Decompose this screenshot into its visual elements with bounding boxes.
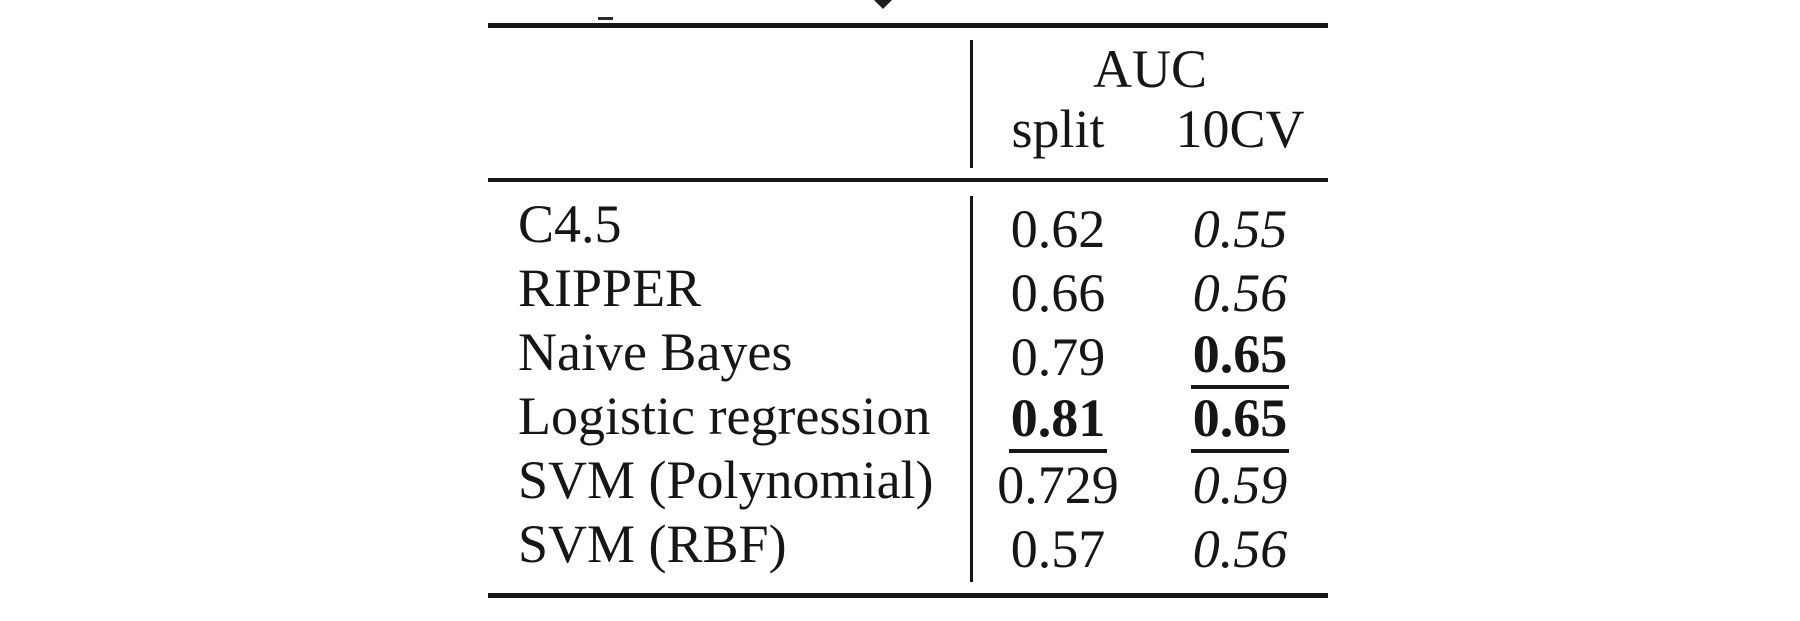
table-row: RIPPER 0.66 0.56 [488, 256, 1328, 322]
column-header-10cv: 10CV [1175, 99, 1305, 159]
auc-10cv-value: 0.65 [1190, 390, 1290, 454]
cell-auc-10cv: 0.65 [1165, 320, 1315, 390]
cell-auc-split: 0.62 [983, 192, 1133, 258]
table-top-rule [488, 23, 1328, 28]
model-name-label: Naive Bayes [518, 322, 793, 382]
auc-results-table: AUC split 10CV C4.5 0.62 0.55 RIPPER 0.6… [488, 0, 1328, 621]
table-row: Naive Bayes 0.79 0.65 [488, 320, 1328, 390]
column-separator-line-header [970, 40, 973, 168]
table-row: SVM (Polynomial) 0.729 0.59 [488, 448, 1328, 514]
auc-split-value: 0.81 [1008, 390, 1108, 454]
model-name-label: Logistic regression [518, 386, 931, 446]
cell-auc-split: 0.57 [983, 512, 1133, 578]
auc-10cv-value: 0.65 [1190, 326, 1290, 390]
auc-split-value: 0.729 [997, 455, 1119, 516]
auc-10cv-value: 0.55 [1192, 199, 1288, 260]
column-separator-line-body [970, 196, 973, 582]
table-mid-rule [488, 178, 1328, 182]
cell-auc-split: 0.79 [983, 320, 1133, 386]
model-name-label: SVM (Polynomial) [518, 450, 934, 510]
cell-auc-split: 0.729 [983, 448, 1133, 514]
table-row: Logistic regression 0.81 0.65 [488, 384, 1328, 454]
table-bottom-rule [488, 593, 1328, 598]
cropped-caption-artifact-dash [598, 17, 613, 20]
model-name-label: C4.5 [518, 194, 622, 254]
model-name-label: RIPPER [518, 258, 702, 318]
cell-auc-10cv: 0.56 [1165, 256, 1315, 322]
cell-auc-split: 0.81 [983, 384, 1133, 454]
cell-auc-10cv: 0.65 [1165, 384, 1315, 454]
auc-10cv-value: 0.56 [1192, 263, 1288, 324]
cropped-caption-artifact-descender [874, 0, 892, 9]
cell-auc-10cv: 0.56 [1165, 512, 1315, 578]
table-body: C4.5 0.62 0.55 RIPPER 0.66 0.56 Naive Ba… [488, 192, 1328, 578]
table-row: C4.5 0.62 0.55 [488, 192, 1328, 258]
auc-split-value: 0.79 [1010, 327, 1106, 388]
cell-auc-10cv: 0.55 [1165, 192, 1315, 258]
auc-split-value: 0.66 [1010, 263, 1106, 324]
auc-split-value: 0.57 [1010, 519, 1106, 580]
auc-split-value: 0.62 [1010, 199, 1106, 260]
column-group-header-auc: AUC [1092, 39, 1207, 99]
cell-auc-split: 0.66 [983, 256, 1133, 322]
cell-auc-10cv: 0.59 [1165, 448, 1315, 514]
column-header-split: split [1011, 99, 1105, 159]
auc-10cv-value: 0.56 [1192, 519, 1288, 580]
auc-10cv-value: 0.59 [1192, 455, 1288, 516]
model-name-label: SVM (RBF) [518, 514, 787, 574]
table-row: SVM (RBF) 0.57 0.56 [488, 512, 1328, 578]
